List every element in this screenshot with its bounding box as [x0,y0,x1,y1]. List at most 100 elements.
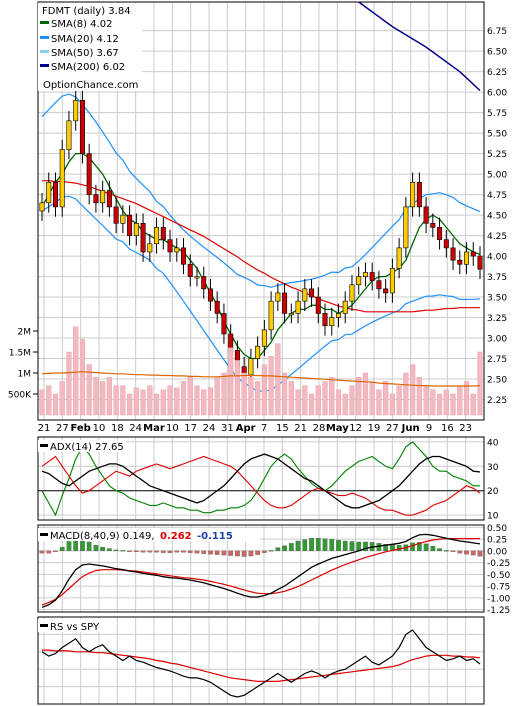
macd-histogram-bar [336,539,341,552]
rs-line [41,629,481,698]
candle-body [154,227,160,245]
candle-body [309,288,315,298]
volume-bar [174,387,180,416]
macd-label-bg [38,528,260,541]
x-axis-tick-label: 19 [368,423,381,434]
volume-bar [295,389,301,416]
volume-bar [180,381,187,416]
volume-bar [430,389,436,416]
volume-bar [477,351,483,416]
volume-bar [234,360,241,416]
candle-body [261,329,267,347]
volume-bar [93,377,99,416]
adx-axis-tick-label: 20 [487,487,499,497]
candle-body [470,251,476,257]
macd-histogram-bar [363,541,368,552]
macd-label-text: MACD(8,40,9) 0.149, [50,531,155,542]
minus-di-line [41,455,481,516]
sma200-line [358,1,481,92]
candle-body [437,227,443,240]
macd-histogram-bar [201,550,207,554]
rs-label: RS vs SPY [50,622,100,633]
grid-layer: 6.75 6.50 6.25 6.00 5.75 5.50 5.25 5.00 4.75 4.50… [8,1,511,705]
candle-body [457,259,463,265]
x-axis-tick-label: Mar [143,423,165,434]
volume-bar [194,385,200,416]
x-axis-tick-label: Apr [236,423,256,434]
legend-label-sma200: SMA(200) 6.02 [51,62,125,73]
macd-label: MACD(8,40,9) [50,531,120,542]
candle-body [221,313,227,335]
volume-bar [470,393,476,416]
candle-body [396,247,402,269]
volume-bar [383,381,389,416]
macd-histogram-bar [437,548,442,552]
macd-histogram-bar [133,550,139,552]
volume-bar [315,385,321,416]
price-axis-tick-label: 2.25 [487,396,507,406]
x-axis-tick-label: 21 [294,423,307,434]
data-layer [39,1,483,698]
candle-body [120,214,126,224]
candle-body [369,272,375,281]
volume-bar [228,347,234,416]
volume-bar [281,372,288,416]
volume-bar [73,326,79,416]
macd-histogram-bar [214,550,220,555]
price-axis-tick-label: 6.00 [487,89,507,99]
rs-average-line [42,649,481,683]
volume-bar [140,389,146,416]
volume-bar [349,385,355,416]
candle-body [59,149,65,208]
candle-body [464,251,470,265]
volume-bar [39,389,45,416]
adx-axis-tick-label: 10 [487,512,499,522]
x-axis-tick-label: 31 [221,423,234,434]
candle-body [174,247,180,253]
volume-bar [52,393,59,416]
lower-band-line [41,195,481,392]
plus-di-line [41,441,480,517]
macd-histogram-bar [39,550,45,554]
x-axis-tick-label: 28 [313,423,326,434]
adx-label: ADX(14) 27.65 [50,442,124,453]
macd-histogram-bar [147,550,153,553]
candle-body [201,276,207,290]
macd-axis-tick-label: 0.00 [487,547,507,557]
volume-bar [410,364,416,416]
price-axis-tick-label: 5.25 [487,150,507,160]
macd-histogram-bar [86,541,92,552]
price-axis-tick-label: 3.00 [487,335,507,345]
candle-body [362,272,368,277]
macd-line [41,533,481,608]
rs-panel-frame [37,616,485,705]
macd-histogram-bar [241,550,247,557]
macd-histogram-bar [174,550,180,553]
volume-bar [443,389,449,416]
volume-bar [214,377,220,416]
rs-label-group: RS vs SPY [38,619,108,633]
macd-histogram-bar [322,538,328,552]
volume-bar [207,387,214,416]
volume-bar [153,393,160,416]
volume-bar [450,393,456,416]
candle-body [389,268,395,294]
volume-bar [59,381,65,416]
volume-bar [329,377,335,416]
macd-axis-tick-label: -0.25 [487,559,510,569]
macd-histogram-bar [315,538,321,552]
macd-histogram-bar [309,538,314,552]
macd-histogram-bar [194,550,200,554]
x-axis-tick-label: 24 [129,423,142,434]
candle-body [181,247,187,265]
volume-bar [436,393,443,416]
volume-bar [100,381,106,416]
candle-body [443,239,449,249]
x-axis-tick-label: May [326,423,349,434]
price-axis-tick-label: 2.50 [487,376,507,386]
volume-bar [86,364,92,416]
macd-signal-line [41,537,481,606]
macd-histogram-bar [93,545,99,552]
adx-panel-frame [37,436,485,521]
